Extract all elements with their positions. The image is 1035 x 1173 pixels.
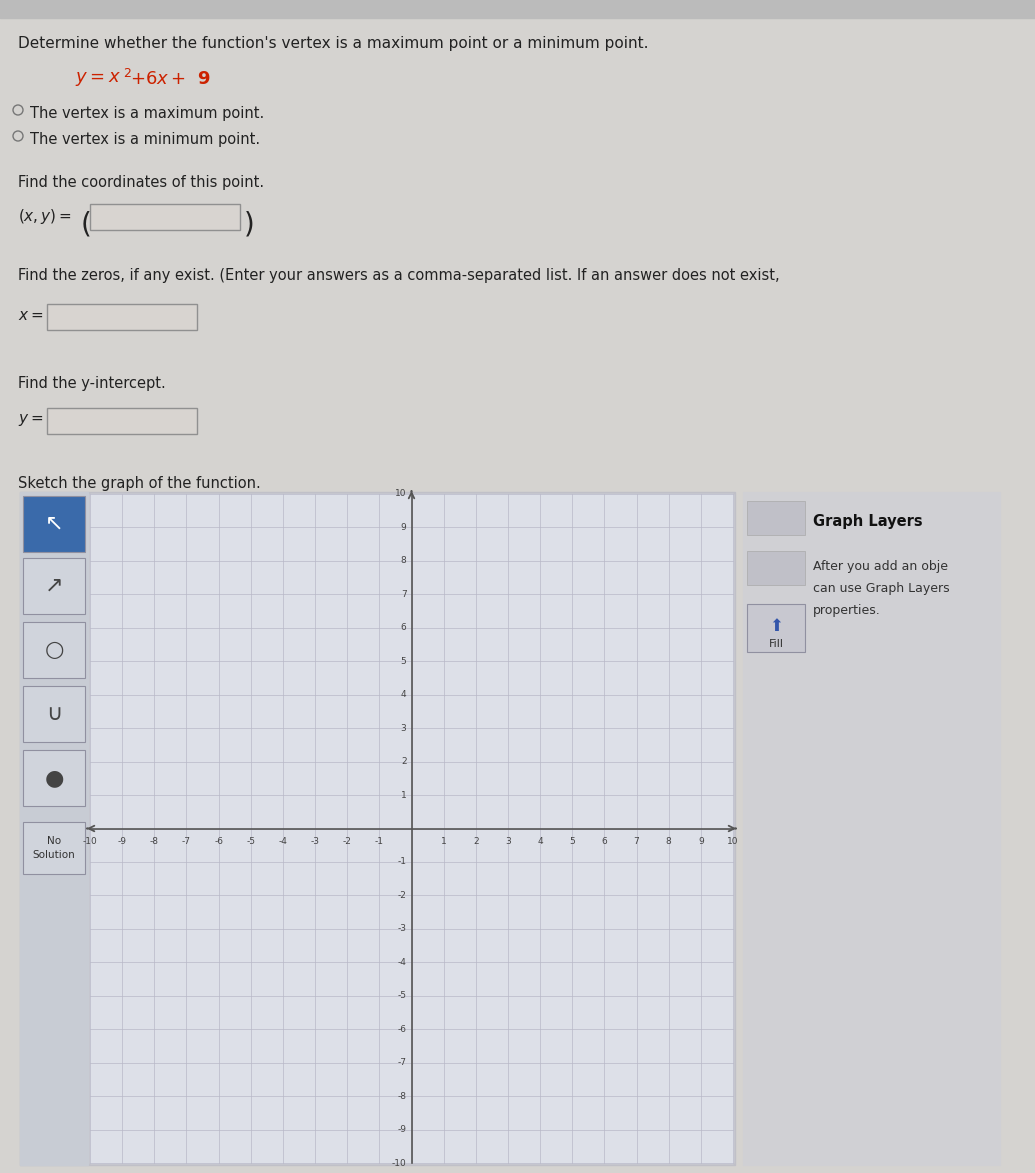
Text: -5: -5 bbox=[397, 991, 407, 1001]
Text: ): ) bbox=[244, 210, 255, 238]
Text: ↗: ↗ bbox=[45, 576, 63, 596]
Text: ●: ● bbox=[45, 768, 64, 788]
Text: 5: 5 bbox=[401, 657, 407, 666]
FancyBboxPatch shape bbox=[23, 750, 85, 806]
Text: ↖: ↖ bbox=[45, 514, 63, 534]
Text: -5: -5 bbox=[246, 836, 256, 846]
FancyBboxPatch shape bbox=[747, 501, 805, 535]
Text: -7: -7 bbox=[397, 1058, 407, 1067]
Text: ○: ○ bbox=[45, 640, 64, 660]
Text: -1: -1 bbox=[397, 857, 407, 867]
Text: 2: 2 bbox=[473, 836, 478, 846]
Text: $+ 6x +$: $+ 6x +$ bbox=[130, 70, 186, 88]
Text: 7: 7 bbox=[401, 590, 407, 599]
Text: -10: -10 bbox=[392, 1159, 407, 1167]
Bar bbox=[90, 494, 733, 1162]
Text: 4: 4 bbox=[401, 690, 407, 699]
Text: -9: -9 bbox=[118, 836, 126, 846]
FancyBboxPatch shape bbox=[23, 558, 85, 613]
Text: 4: 4 bbox=[537, 836, 543, 846]
Text: $y = x$: $y = x$ bbox=[75, 70, 121, 88]
Text: Determine whether the function's vertex is a maximum point or a minimum point.: Determine whether the function's vertex … bbox=[18, 36, 649, 50]
Text: 10: 10 bbox=[395, 489, 407, 499]
FancyBboxPatch shape bbox=[47, 304, 197, 330]
FancyBboxPatch shape bbox=[23, 822, 85, 874]
Text: Fill: Fill bbox=[769, 639, 783, 649]
Text: -3: -3 bbox=[310, 836, 320, 846]
Bar bbox=[0, 0, 1035, 18]
Text: The vertex is a minimum point.: The vertex is a minimum point. bbox=[30, 133, 260, 147]
Text: -4: -4 bbox=[397, 958, 407, 967]
Text: -10: -10 bbox=[83, 836, 97, 846]
FancyBboxPatch shape bbox=[23, 622, 85, 678]
Bar bbox=[20, 491, 735, 1165]
Text: 6: 6 bbox=[601, 836, 608, 846]
Text: 8: 8 bbox=[666, 836, 672, 846]
Text: $(x, y) =$: $(x, y) =$ bbox=[18, 206, 71, 226]
FancyBboxPatch shape bbox=[47, 408, 197, 434]
Text: Find the coordinates of this point.: Find the coordinates of this point. bbox=[18, 175, 264, 190]
Bar bbox=[743, 491, 1000, 1165]
Text: After you add an obje: After you add an obje bbox=[814, 560, 948, 572]
Text: Graph Layers: Graph Layers bbox=[814, 514, 922, 529]
Text: 2: 2 bbox=[401, 757, 407, 766]
Text: No
Solution: No Solution bbox=[33, 836, 76, 860]
FancyBboxPatch shape bbox=[90, 204, 240, 230]
Text: ⬆: ⬆ bbox=[769, 617, 782, 635]
Text: -6: -6 bbox=[214, 836, 224, 846]
Text: 1: 1 bbox=[441, 836, 446, 846]
Text: -9: -9 bbox=[397, 1125, 407, 1134]
Text: -3: -3 bbox=[397, 924, 407, 934]
Text: Find the zeros, if any exist. (Enter your answers as a comma-separated list. If : Find the zeros, if any exist. (Enter you… bbox=[18, 267, 779, 283]
Text: 9: 9 bbox=[698, 836, 704, 846]
Text: (: ( bbox=[81, 210, 92, 238]
Text: Sketch the graph of the function.: Sketch the graph of the function. bbox=[18, 476, 261, 491]
Text: 1: 1 bbox=[401, 791, 407, 800]
Text: -4: -4 bbox=[278, 836, 288, 846]
Text: 10: 10 bbox=[728, 836, 739, 846]
Text: 3: 3 bbox=[505, 836, 511, 846]
Text: $y =$: $y =$ bbox=[18, 412, 43, 428]
Text: -7: -7 bbox=[182, 836, 190, 846]
Text: The vertex is a maximum point.: The vertex is a maximum point. bbox=[30, 106, 264, 121]
Text: 6: 6 bbox=[401, 623, 407, 632]
Text: -8: -8 bbox=[397, 1092, 407, 1100]
Text: -2: -2 bbox=[343, 836, 352, 846]
Text: 8: 8 bbox=[401, 556, 407, 565]
Text: -2: -2 bbox=[397, 891, 407, 900]
Text: ∪: ∪ bbox=[46, 704, 62, 724]
Text: -6: -6 bbox=[397, 1025, 407, 1033]
Text: $\mathbf{9}$: $\mathbf{9}$ bbox=[197, 70, 210, 88]
FancyBboxPatch shape bbox=[747, 551, 805, 585]
Text: 9: 9 bbox=[401, 523, 407, 531]
Text: $2$: $2$ bbox=[123, 67, 131, 80]
Text: can use Graph Layers: can use Graph Layers bbox=[814, 582, 950, 595]
Text: 7: 7 bbox=[633, 836, 640, 846]
FancyBboxPatch shape bbox=[23, 496, 85, 552]
Text: Find the y-intercept.: Find the y-intercept. bbox=[18, 377, 166, 391]
Text: -1: -1 bbox=[375, 836, 384, 846]
Text: 3: 3 bbox=[401, 724, 407, 733]
FancyBboxPatch shape bbox=[23, 686, 85, 743]
Text: properties.: properties. bbox=[814, 604, 881, 617]
Text: 5: 5 bbox=[569, 836, 575, 846]
Bar bbox=[20, 491, 88, 1165]
Text: -8: -8 bbox=[150, 836, 158, 846]
FancyBboxPatch shape bbox=[747, 604, 805, 652]
Text: $x =$: $x =$ bbox=[18, 308, 43, 323]
